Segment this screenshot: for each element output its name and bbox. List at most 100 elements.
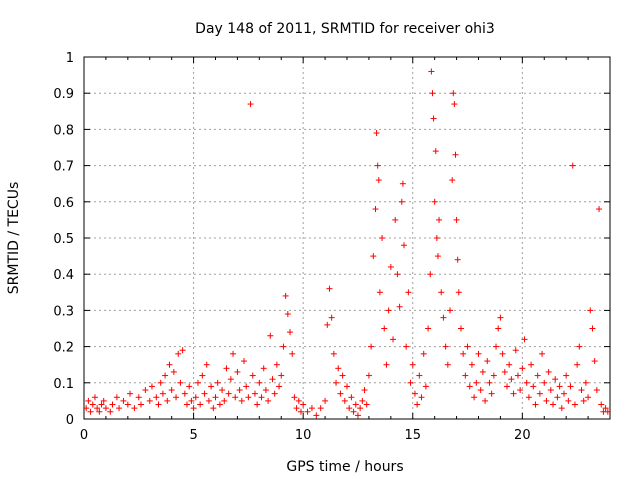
data-point <box>541 379 548 386</box>
data-point <box>256 379 263 386</box>
data-point <box>164 397 171 404</box>
data-point <box>230 350 237 357</box>
data-point <box>107 408 114 415</box>
data-point <box>381 325 388 332</box>
axis-ticks <box>83 56 611 420</box>
data-point <box>399 180 406 187</box>
data-point <box>604 408 611 415</box>
data-point <box>444 361 451 368</box>
data-point <box>398 198 405 205</box>
data-point <box>216 401 223 408</box>
data-point <box>308 405 315 412</box>
data-point <box>304 408 311 415</box>
y-tick-label: 0 <box>66 413 74 428</box>
data-point <box>354 412 361 419</box>
data-point <box>539 350 546 357</box>
data-point <box>468 361 475 368</box>
data-point <box>89 401 96 408</box>
data-point <box>267 332 274 339</box>
data-point <box>571 401 578 408</box>
data-point <box>550 401 557 408</box>
data-point <box>536 390 543 397</box>
data-point <box>525 394 532 401</box>
data-point <box>530 383 537 390</box>
data-point <box>368 343 375 350</box>
data-point <box>243 383 250 390</box>
data-point <box>153 394 160 401</box>
data-point <box>438 289 445 296</box>
data-point <box>348 394 355 401</box>
data-point <box>135 394 142 401</box>
y-tick-label: 0.6 <box>53 196 74 211</box>
data-point <box>591 358 598 365</box>
data-point <box>521 336 528 343</box>
data-point <box>523 379 530 386</box>
data-point <box>462 372 469 379</box>
data-point <box>569 162 576 169</box>
data-point <box>517 387 524 394</box>
data-point <box>385 307 392 314</box>
data-point <box>475 350 482 357</box>
data-point <box>251 390 258 397</box>
data-point <box>357 405 364 412</box>
data-point <box>434 253 441 260</box>
data-point <box>328 314 335 321</box>
x-tick-label: 5 <box>189 428 197 443</box>
data-point <box>383 361 390 368</box>
data-point <box>339 372 346 379</box>
data-point <box>335 365 342 372</box>
data-point <box>450 90 457 97</box>
y-tick-label: 0.9 <box>53 87 74 102</box>
data-point <box>466 383 473 390</box>
data-point <box>506 361 513 368</box>
data-point <box>190 405 197 412</box>
data-point <box>109 401 116 408</box>
data-point <box>390 336 397 343</box>
data-point <box>596 206 603 213</box>
data-point <box>260 365 267 372</box>
data-point <box>554 394 561 401</box>
y-tick-label: 0.1 <box>53 377 74 392</box>
data-point <box>497 314 504 321</box>
data-point <box>146 397 153 404</box>
data-point <box>181 390 188 397</box>
data-point <box>558 405 565 412</box>
data-point <box>184 401 191 408</box>
data-point <box>429 90 436 97</box>
data-point <box>451 101 458 108</box>
data-point <box>547 387 554 394</box>
data-point <box>428 68 435 75</box>
data-point <box>425 325 432 332</box>
data-point <box>199 372 206 379</box>
data-point <box>201 390 208 397</box>
data-point <box>94 405 101 412</box>
data-point <box>212 394 219 401</box>
data-point <box>173 394 180 401</box>
data-point <box>142 387 149 394</box>
data-point <box>440 314 447 321</box>
data-point <box>210 405 217 412</box>
data-point <box>234 368 241 375</box>
data-point <box>273 361 280 368</box>
data-point <box>131 405 138 412</box>
data-point <box>276 383 283 390</box>
data-point <box>333 379 340 386</box>
x-axis-label: GPS time / hours <box>286 459 403 475</box>
data-point <box>188 397 195 404</box>
data-point <box>543 397 550 404</box>
data-point <box>291 394 298 401</box>
data-point <box>352 401 359 408</box>
data-point <box>350 408 357 415</box>
y-axis-label: SRMTID / TECUs <box>6 182 22 295</box>
data-point <box>162 372 169 379</box>
data-point <box>186 383 193 390</box>
data-point <box>400 242 407 249</box>
data-point <box>532 401 539 408</box>
data-point <box>330 350 337 357</box>
x-tick-label: 20 <box>514 428 531 443</box>
y-tick-labels: 0 0.1 0.2 0.3 0.4 0.5 0.6 0.7 0.8 0.9 1 <box>53 51 74 428</box>
data-point <box>427 271 434 278</box>
data-point <box>225 390 232 397</box>
data-point <box>593 387 600 394</box>
data-point <box>194 379 201 386</box>
